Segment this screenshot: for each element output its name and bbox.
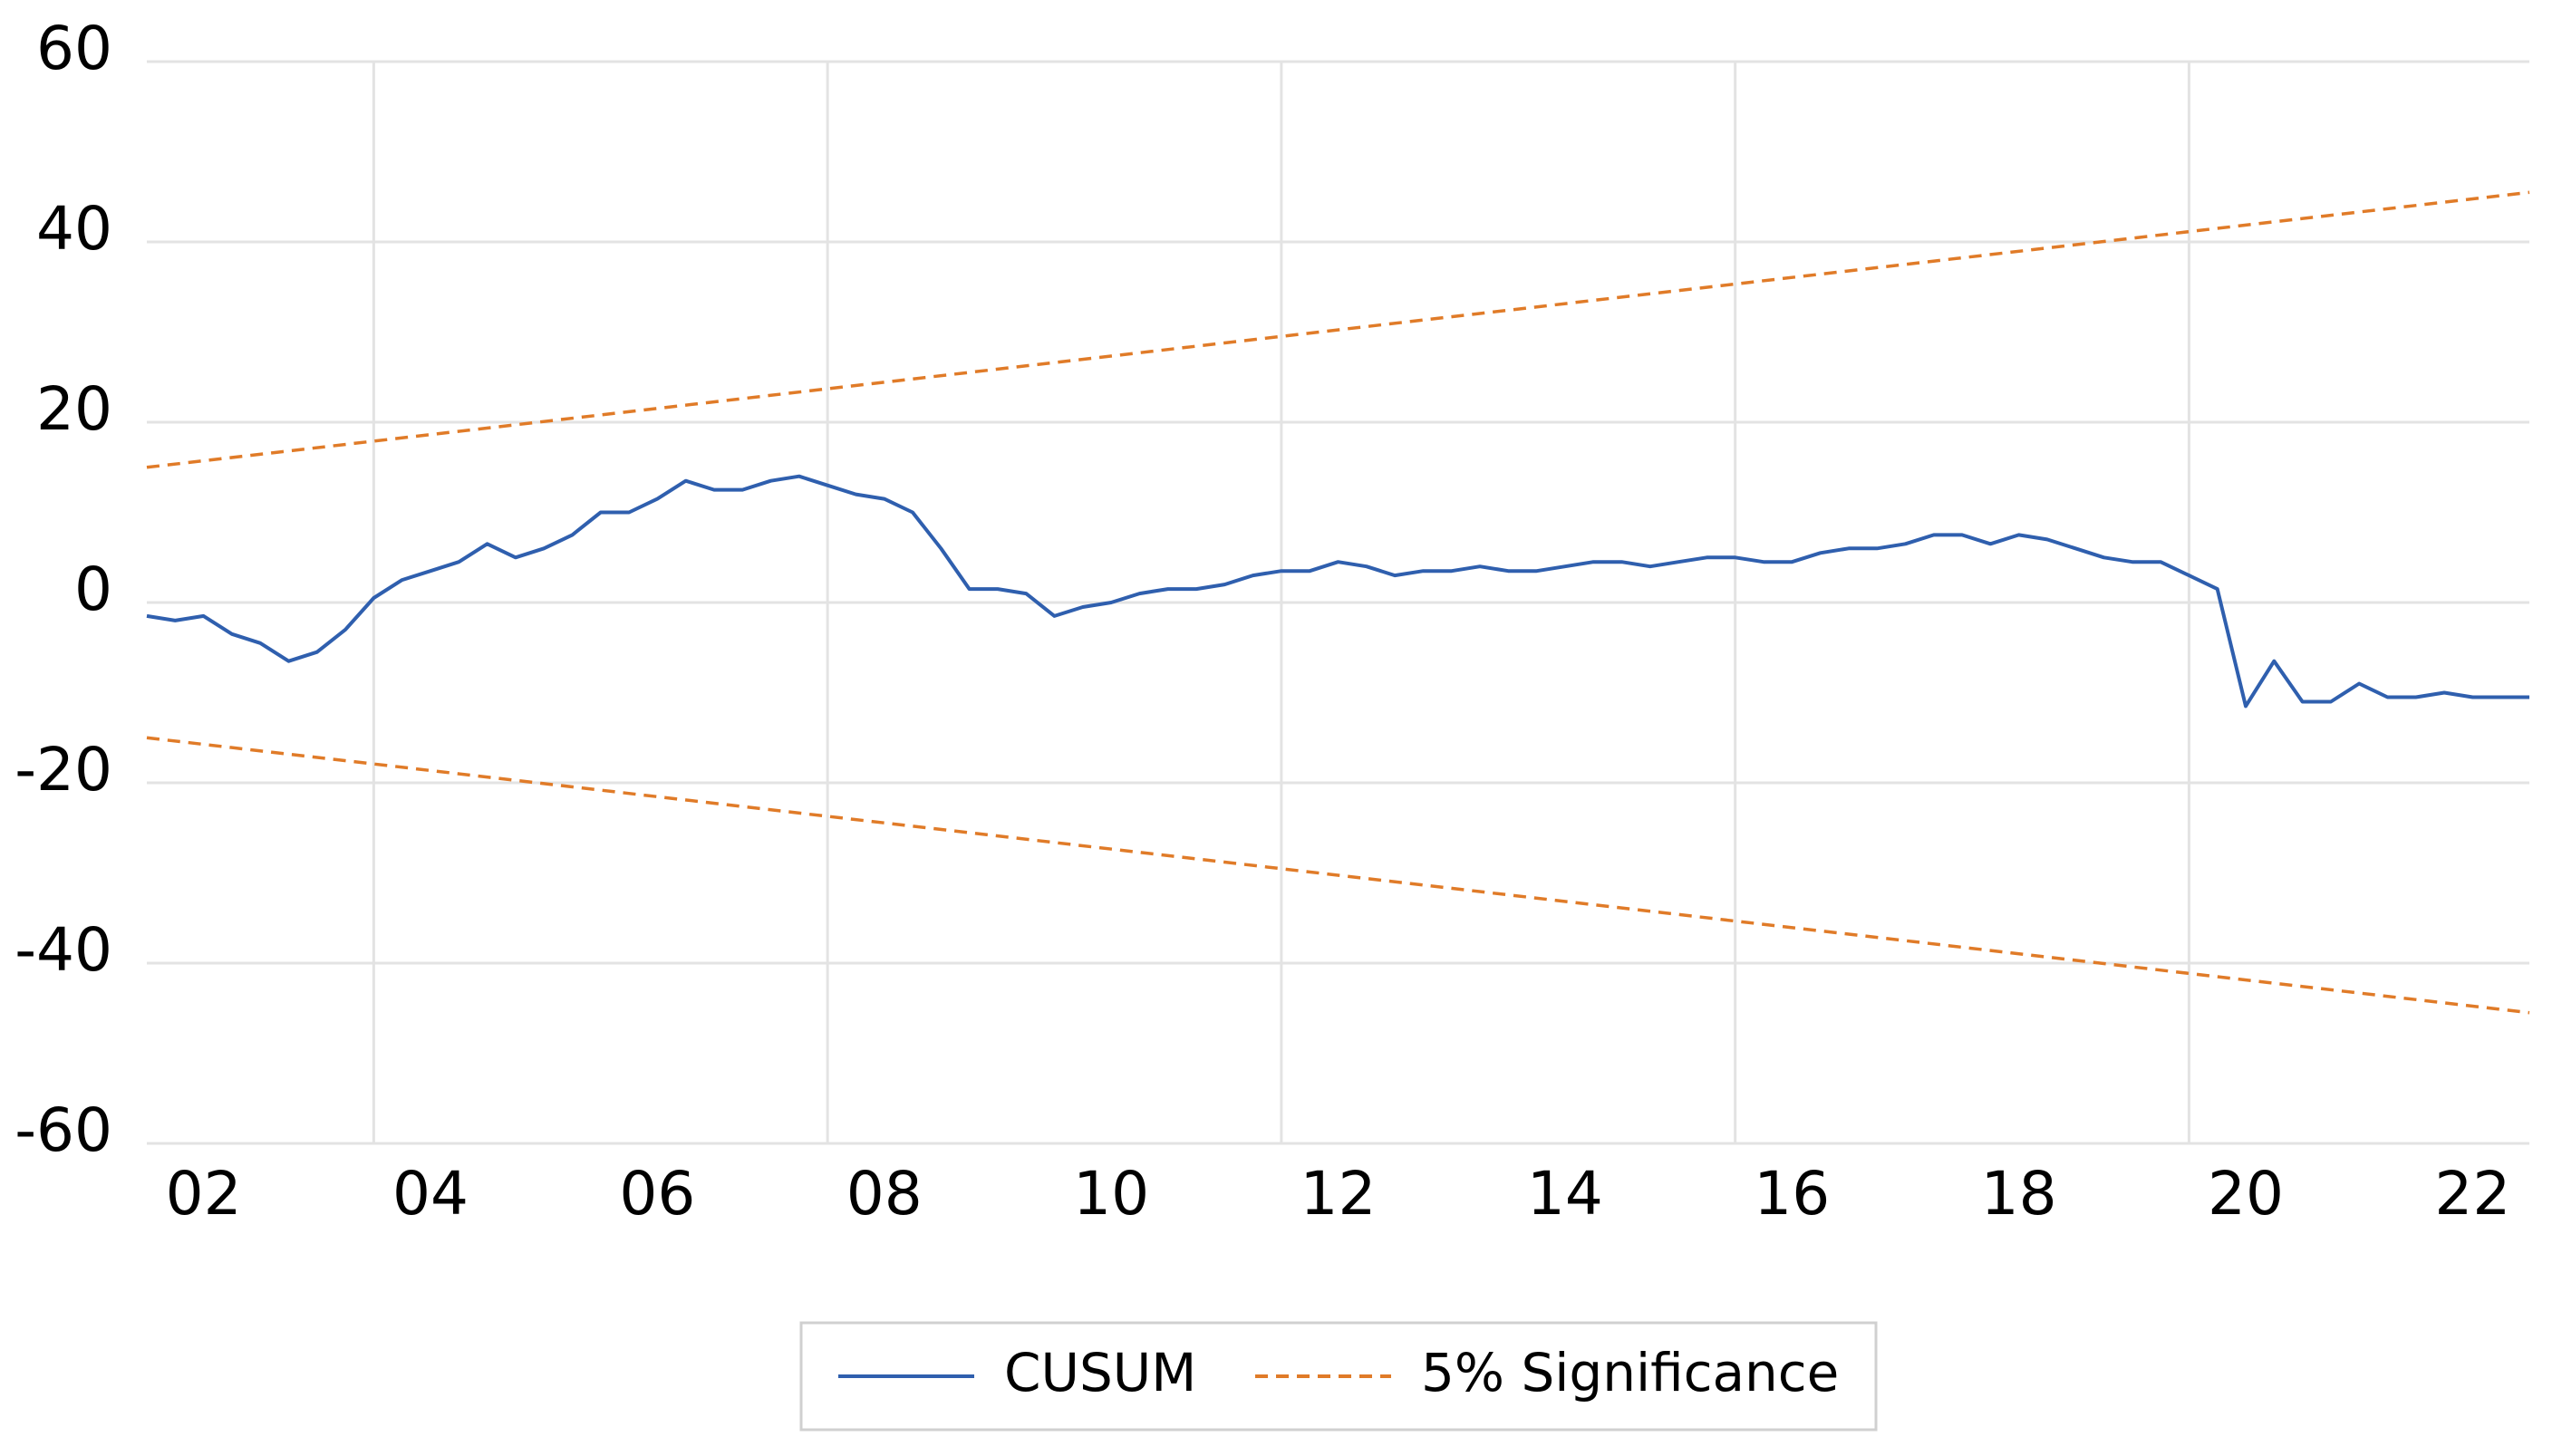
x-tick-label: 10 — [1073, 1159, 1149, 1229]
y-tick-label: 20 — [36, 374, 112, 444]
y-tick-label: -20 — [15, 735, 112, 805]
x-tick-label: 16 — [1754, 1159, 1830, 1229]
y-tick-label: 60 — [36, 14, 112, 83]
legend-label: 5% Significance — [1421, 1342, 1839, 1403]
cusum-line — [146, 474, 2529, 709]
x-tick-label: 08 — [846, 1159, 923, 1229]
x-tick-label: 06 — [619, 1159, 695, 1229]
x-tick-label: 02 — [166, 1159, 242, 1229]
y-tick-label: 0 — [74, 554, 112, 624]
significance-line — [146, 736, 2530, 1015]
x-tick-label: 04 — [392, 1159, 469, 1229]
y-tick-label: -60 — [15, 1095, 112, 1165]
x-tick-label: 12 — [1300, 1159, 1377, 1229]
legend-label: CUSUM — [1004, 1342, 1196, 1403]
significance-line — [146, 190, 2530, 469]
x-tick-label: 22 — [2434, 1159, 2510, 1229]
x-tick-label: 20 — [2208, 1159, 2284, 1229]
y-tick-label: -40 — [15, 915, 112, 985]
x-tick-label: 14 — [1527, 1159, 1603, 1229]
x-tick-label: 18 — [1981, 1159, 2057, 1229]
y-tick-label: 40 — [36, 194, 112, 264]
